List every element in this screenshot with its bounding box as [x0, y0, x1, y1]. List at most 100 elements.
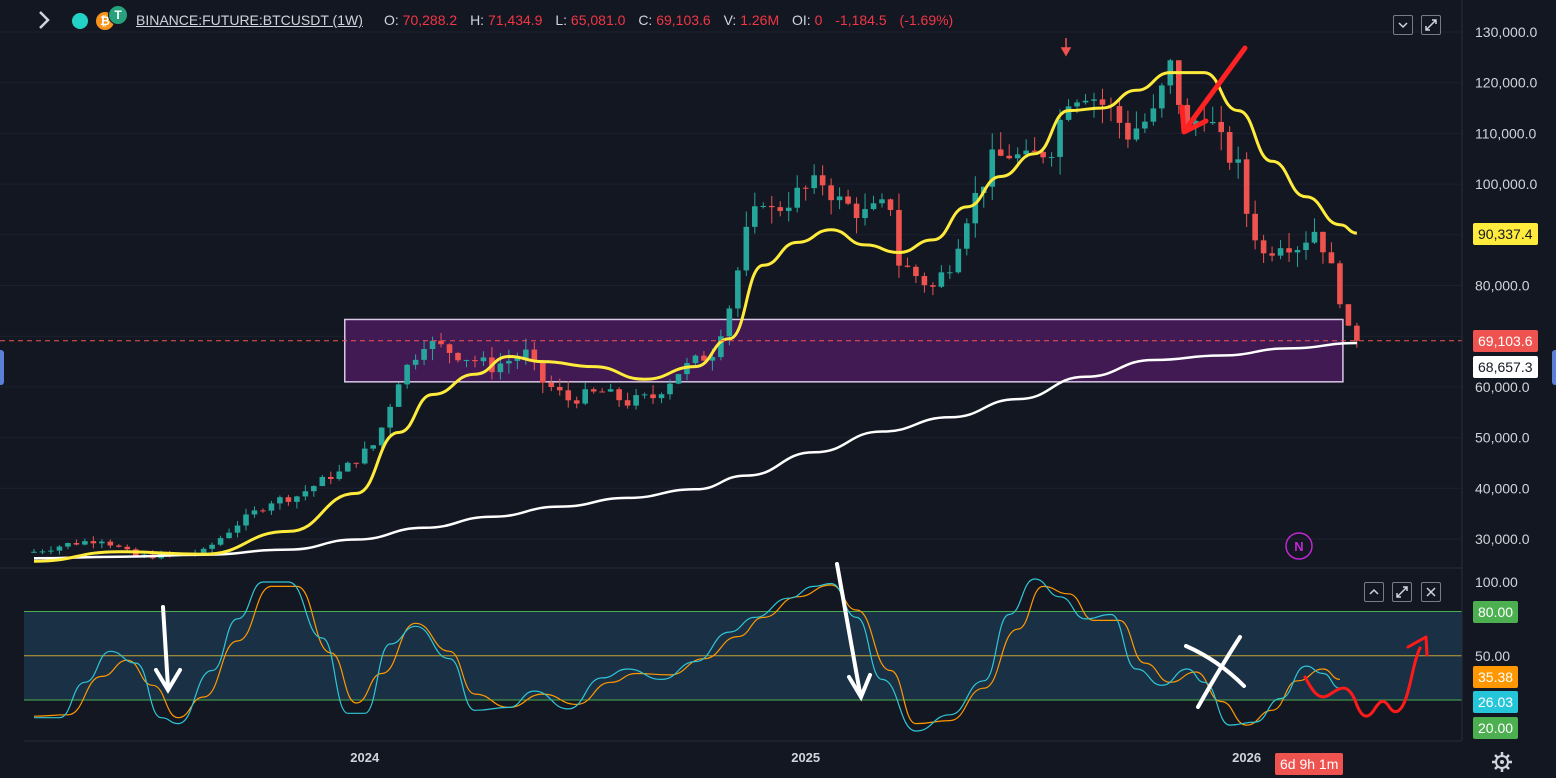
candle [1057, 109, 1063, 175]
candle [1218, 106, 1224, 151]
ma-fast-line [33, 71, 1358, 563]
candle [209, 542, 215, 553]
candle [302, 485, 309, 501]
candle [582, 382, 588, 406]
candle [1277, 240, 1284, 260]
candle [1269, 246, 1275, 262]
candle [718, 329, 724, 361]
candle [370, 444, 376, 451]
candle [39, 549, 46, 555]
stoch-d-tag: 35.38 [1473, 666, 1519, 688]
left-edge-handle[interactable] [0, 350, 4, 385]
candle [285, 494, 292, 506]
candle [1133, 111, 1140, 142]
close-stoch-pane-button[interactable] [1421, 582, 1441, 602]
candle [607, 383, 614, 392]
candle [548, 375, 555, 392]
candle [344, 461, 351, 472]
candle [599, 388, 605, 393]
price-tick-label: 130,000.0 [1475, 24, 1537, 40]
candle [455, 352, 461, 363]
price-tick-label: 40,000.0 [1475, 480, 1530, 496]
open-value: 70,288.2 [402, 12, 458, 28]
candle [1286, 233, 1292, 262]
candle [904, 257, 911, 268]
price-tick-label: 30,000.0 [1475, 531, 1530, 547]
candle [743, 211, 750, 277]
candle [116, 544, 122, 548]
candle [930, 282, 936, 296]
gear-icon[interactable] [1491, 751, 1513, 773]
price-axis: 30,000.0 40,000.0 50,000.0 60,000.0 80,000.0… [1475, 24, 1537, 664]
candle [1311, 218, 1318, 245]
change-percent: (-1.69%) [899, 12, 954, 28]
move-pane-up-button[interactable] [1364, 582, 1384, 602]
tether-icon: T [108, 5, 128, 25]
candle [785, 192, 792, 222]
range-box[interactable] [344, 318, 1344, 383]
price-tick-label: 110,000.0 [1475, 125, 1536, 141]
candle [90, 536, 97, 549]
candle [752, 192, 758, 234]
candle [319, 474, 326, 487]
candle [361, 441, 368, 465]
candle [1014, 147, 1021, 164]
candle [828, 178, 834, 215]
stoch-k-tag: 26.03 [1473, 691, 1519, 713]
candle [1176, 60, 1182, 115]
candle [1150, 94, 1157, 126]
candle [73, 539, 80, 546]
n-badge[interactable]: N [1285, 532, 1313, 560]
ma-slow-price-tag: 68,657.3 [1473, 356, 1538, 378]
candle [328, 471, 334, 485]
candle [65, 542, 71, 550]
low-label: L: [555, 12, 568, 28]
stoch-lower-tag: 20.00 [1473, 717, 1519, 739]
candle [387, 403, 393, 435]
candle [836, 187, 843, 210]
annotation-squiggle-red [1303, 635, 1429, 718]
annotation-arrow-white-1 [154, 605, 182, 694]
close-icon [1426, 587, 1436, 597]
candle [565, 381, 572, 408]
close-label: C: [638, 12, 653, 28]
symbol-title[interactable]: BINANCE:FUTURE:BTCUSDT (1W) [136, 12, 363, 28]
maximize-stoch-pane-button[interactable] [1392, 582, 1412, 602]
candle [1125, 110, 1131, 148]
candle [862, 193, 868, 226]
candle [1345, 304, 1352, 326]
price-tick-label: 50,000.0 [1475, 430, 1530, 446]
time-tick-label: 2025 [791, 750, 820, 765]
right-edge-handle[interactable] [1552, 350, 1556, 385]
candle [1040, 149, 1046, 164]
candle [395, 382, 402, 407]
candle [1328, 242, 1335, 264]
candle [311, 485, 317, 497]
time-tick-label: 2024 [350, 750, 380, 765]
candle [1091, 92, 1097, 118]
open-label: O: [384, 12, 399, 28]
candle [1235, 146, 1241, 179]
collapse-pane-button[interactable] [1393, 15, 1413, 35]
candle [217, 535, 224, 547]
candle [989, 133, 996, 200]
price-tick-label: 100,000.0 [1475, 176, 1537, 192]
maximize-pane-button[interactable] [1421, 15, 1441, 35]
candle [845, 189, 851, 206]
candle [701, 351, 707, 362]
candle [1294, 246, 1301, 267]
candle [472, 355, 478, 368]
chevron-right-icon[interactable] [34, 10, 54, 30]
candle [531, 341, 538, 371]
high-value: 71,434.9 [487, 12, 543, 28]
candle [31, 548, 37, 553]
candle [802, 185, 809, 201]
price-tick-label: 120,000.0 [1475, 75, 1537, 91]
stoch-tick-label: 100.00 [1475, 574, 1518, 590]
close-value: 69,103.6 [656, 12, 711, 28]
stoch-upper-tag: 80.00 [1473, 601, 1519, 623]
expand-icon [1425, 19, 1437, 31]
candle [124, 544, 131, 551]
candle [1243, 152, 1250, 228]
